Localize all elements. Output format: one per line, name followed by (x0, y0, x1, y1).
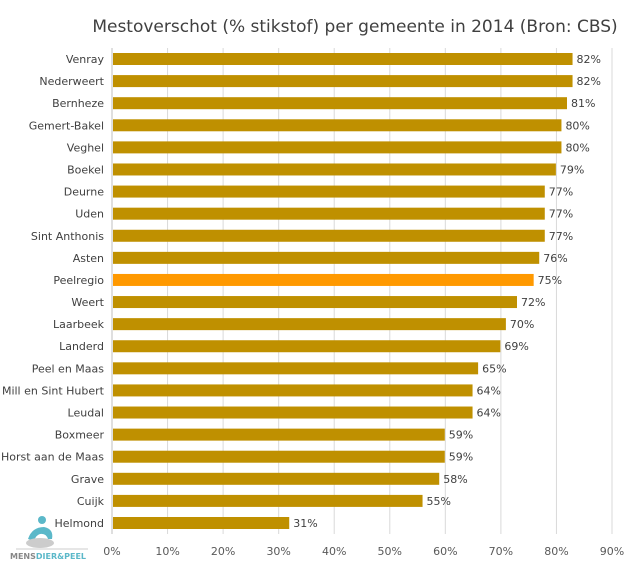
category-label: Uden (75, 208, 104, 221)
x-tick-label: 0% (103, 545, 120, 558)
category-label: Sint Anthonis (31, 230, 104, 243)
bar-boxmeer (113, 428, 445, 441)
category-label: Peel en Maas (32, 362, 105, 375)
data-label: 55% (427, 495, 451, 508)
category-label: Laarbeek (53, 318, 105, 331)
x-tick-label: 80% (544, 545, 568, 558)
bar-sint-anthonis (113, 229, 545, 242)
category-label: Boekel (67, 163, 104, 176)
category-label: Asten (73, 252, 104, 265)
x-tick-label: 50% (378, 545, 402, 558)
bar-veghel (113, 141, 562, 154)
data-label: 79% (560, 163, 584, 176)
data-label: 64% (477, 384, 501, 397)
category-label: Gemert-Bakel (29, 119, 104, 132)
data-label: 80% (565, 119, 589, 132)
bar-deurne (113, 185, 545, 198)
mensdierpeel-logo: MENSDIER&PEEL (10, 516, 88, 561)
data-label: 80% (565, 141, 589, 154)
bar-gemert-bakel (113, 119, 562, 132)
data-label: 59% (449, 429, 473, 442)
data-label: 58% (443, 473, 467, 486)
bar-grave (113, 472, 440, 485)
category-label: Weert (71, 296, 104, 309)
data-label: 77% (549, 186, 573, 199)
category-label: Deurne (64, 186, 105, 199)
data-label: 77% (549, 230, 573, 243)
chart-title: Mestoverschot (% stikstof) per gemeente … (92, 17, 617, 37)
svg-text:MENSDIER&PEEL: MENSDIER&PEEL (10, 552, 86, 561)
bar-laarbeek (113, 318, 506, 331)
category-label: Horst aan de Maas (1, 451, 104, 464)
category-label: Grave (71, 473, 104, 486)
data-label: 82% (577, 53, 601, 66)
data-label: 70% (510, 318, 534, 331)
x-tick-label: 30% (266, 545, 290, 558)
bar-mill-en-sint-hubert (113, 384, 473, 397)
bar-cuijk (113, 494, 423, 507)
data-label: 75% (538, 274, 562, 287)
category-label: Veghel (67, 141, 104, 154)
bar-venray (113, 53, 573, 65)
bar-peel-en-maas (113, 362, 479, 375)
x-tick-label: 60% (433, 545, 457, 558)
data-label: 72% (521, 296, 545, 309)
data-label: 69% (504, 340, 528, 353)
bar-helmond (113, 517, 290, 529)
bar-leudal (113, 406, 473, 419)
data-label: 81% (571, 97, 595, 110)
x-tick-label: 20% (211, 545, 235, 558)
data-label: 77% (549, 208, 573, 221)
category-label: Boxmeer (55, 429, 105, 442)
x-tick-label: 40% (322, 545, 346, 558)
bar-landerd (113, 340, 501, 353)
bar-boekel (113, 163, 556, 176)
data-label: 65% (482, 362, 506, 375)
data-label: 76% (543, 252, 567, 265)
category-label: Bernheze (52, 97, 104, 110)
category-label: Mill en Sint Hubert (2, 384, 105, 397)
bar-peelregio (113, 273, 534, 286)
data-label: 59% (449, 451, 473, 464)
bar-uden (113, 207, 545, 220)
bar-horst-aan-de-maas (113, 450, 445, 463)
category-label: Venray (66, 53, 105, 66)
category-label: Landerd (59, 340, 104, 353)
bar-bernheze (113, 97, 567, 110)
bar-nederweert (113, 75, 573, 88)
bar-asten (113, 251, 540, 264)
data-label: 64% (477, 407, 501, 420)
category-label: Helmond (55, 517, 105, 530)
x-tick-label: 90% (600, 545, 624, 558)
category-label: Cuijk (77, 495, 105, 508)
data-label: 82% (577, 75, 601, 88)
category-label: Nederweert (39, 75, 104, 88)
category-label: Leudal (68, 407, 104, 420)
category-label: Peelregio (53, 274, 104, 287)
x-tick-label: 10% (155, 545, 179, 558)
bar-weert (113, 296, 517, 309)
x-tick-label: 70% (489, 545, 513, 558)
data-label: 31% (293, 517, 317, 530)
